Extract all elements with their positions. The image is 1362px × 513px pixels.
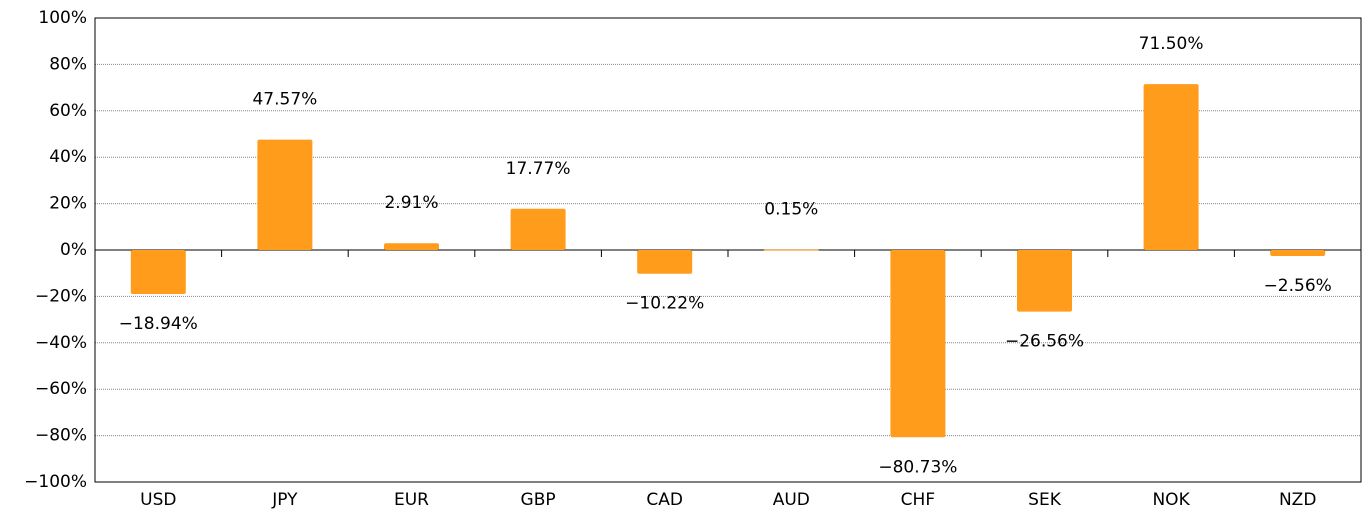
y-tick-label: −80%: [35, 426, 87, 446]
value-label: −10.22%: [625, 294, 704, 314]
value-label: 0.15%: [764, 200, 818, 220]
bar: [510, 208, 566, 250]
value-label: −26.56%: [1005, 332, 1084, 352]
bar: [890, 250, 946, 438]
bar: [1143, 84, 1199, 251]
y-tick-label: −60%: [35, 379, 87, 399]
bar: [637, 250, 693, 274]
y-tick-label: 20%: [49, 194, 87, 214]
bar: [1270, 250, 1326, 256]
y-tick-label: −20%: [35, 286, 87, 306]
value-label: −80.73%: [878, 457, 957, 477]
x-tick-label: NOK: [1152, 490, 1190, 510]
y-tick-label: 100%: [38, 8, 87, 28]
y-tick-label: 40%: [49, 147, 87, 167]
bar: [384, 243, 439, 250]
bar: [1017, 250, 1072, 312]
bar: [763, 249, 819, 251]
x-tick-label: CAD: [646, 490, 683, 510]
value-label: −2.56%: [1264, 276, 1332, 296]
bar: [130, 250, 186, 294]
x-tick-label: EUR: [394, 490, 429, 510]
x-tick-label: USD: [140, 490, 176, 510]
value-label: 17.77%: [506, 159, 571, 179]
x-tick-label: CHF: [901, 490, 935, 510]
x-tick-label: AUD: [773, 490, 810, 510]
x-tick-label: NZD: [1279, 490, 1316, 510]
y-tick-label: 80%: [49, 54, 87, 74]
value-label: 47.57%: [252, 90, 317, 110]
x-tick-label: SEK: [1028, 490, 1062, 510]
x-tick-label: JPY: [271, 490, 298, 510]
y-tick-label: 60%: [49, 101, 87, 121]
x-tick-label: GBP: [521, 490, 556, 510]
value-label: 2.91%: [384, 193, 438, 213]
value-label: 71.50%: [1139, 34, 1204, 54]
value-label: −18.94%: [119, 314, 198, 334]
bar: [257, 139, 313, 250]
y-tick-label: −40%: [35, 333, 87, 353]
y-tick-label: 0%: [60, 240, 87, 260]
y-tick-label: −100%: [24, 472, 87, 492]
